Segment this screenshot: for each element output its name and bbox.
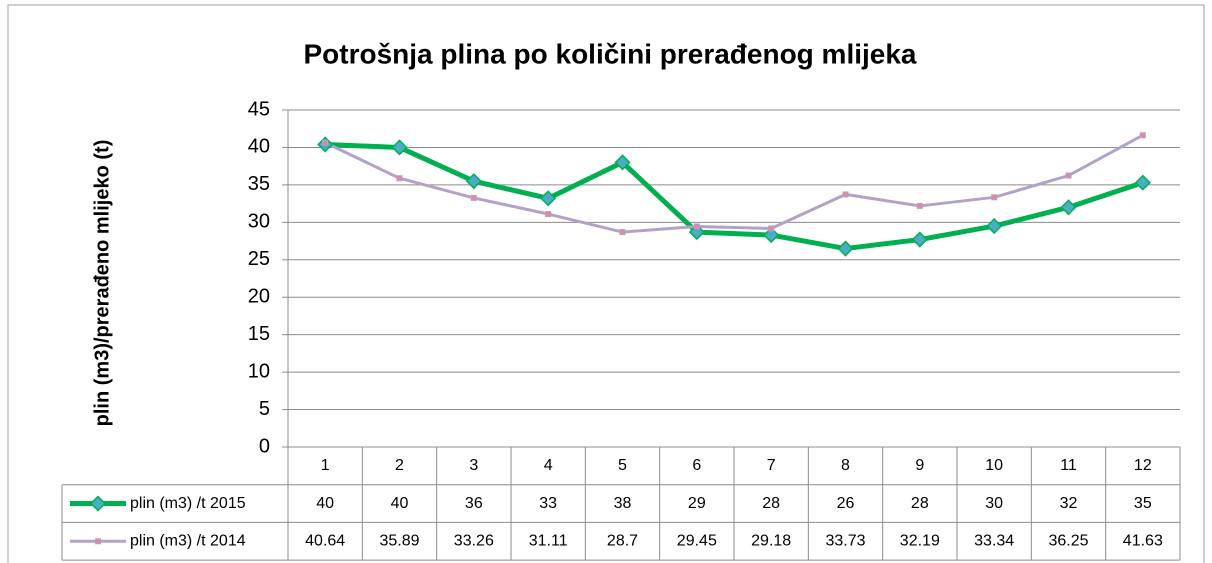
data-point bbox=[1134, 174, 1151, 191]
table-value: 35.89 bbox=[379, 532, 419, 549]
table-value: 30 bbox=[985, 495, 1003, 512]
data-point bbox=[1065, 172, 1072, 179]
data-point bbox=[693, 223, 700, 230]
legend-marker bbox=[95, 538, 101, 545]
table-value: 28 bbox=[762, 495, 780, 512]
x-tick-label: 12 bbox=[1134, 457, 1152, 474]
legend-marker bbox=[89, 495, 107, 512]
x-tick-label: 8 bbox=[841, 457, 850, 474]
data-point bbox=[465, 173, 482, 190]
table-value: 36.25 bbox=[1048, 532, 1088, 549]
y-tick-label: 10 bbox=[248, 360, 270, 382]
x-tick-label: 11 bbox=[1060, 457, 1077, 474]
series-line bbox=[324, 133, 1144, 234]
table-value: 40 bbox=[316, 495, 334, 512]
data-point bbox=[391, 139, 408, 156]
data-point bbox=[1139, 132, 1146, 139]
table-value: 31.11 bbox=[529, 532, 568, 549]
y-tick-label: 5 bbox=[259, 398, 270, 420]
table-value: 36 bbox=[465, 495, 483, 512]
x-tick-label: 3 bbox=[469, 457, 478, 474]
y-tick-label: 25 bbox=[248, 248, 270, 270]
data-point bbox=[688, 224, 705, 241]
table-value: 33.73 bbox=[825, 532, 865, 549]
y-tick-label: 40 bbox=[248, 136, 270, 158]
y-axis-label: plin (m3)/prerađeno mlijeko (t) bbox=[91, 140, 113, 427]
y-tick-label: 30 bbox=[248, 211, 270, 233]
x-tick-label: 9 bbox=[915, 457, 924, 474]
x-tick-label: 7 bbox=[767, 457, 776, 474]
y-tick-label: 35 bbox=[248, 173, 270, 195]
y-tick-label: 20 bbox=[248, 286, 270, 308]
series-line bbox=[325, 141, 1144, 252]
table-value: 28 bbox=[911, 495, 929, 512]
data-point bbox=[842, 191, 849, 198]
x-tick-label: 4 bbox=[544, 457, 553, 474]
x-tick-label: 6 bbox=[692, 457, 701, 474]
data-point bbox=[991, 194, 998, 201]
data-point bbox=[614, 154, 631, 171]
data-point bbox=[540, 190, 557, 207]
table-value: 41.63 bbox=[1123, 532, 1163, 549]
table-value: 33.26 bbox=[454, 532, 494, 549]
y-tick-label: 0 bbox=[259, 435, 270, 457]
data-point bbox=[545, 211, 552, 218]
table-value: 35 bbox=[1134, 495, 1152, 512]
chart-title: Potrošnja plina po količini prerađenog m… bbox=[303, 38, 916, 69]
data-point bbox=[763, 227, 780, 244]
data-point bbox=[470, 194, 477, 201]
table-value: 29 bbox=[688, 495, 706, 512]
chart-border bbox=[7, 4, 1205, 563]
table-value: 33.34 bbox=[974, 532, 1014, 549]
x-tick-label: 2 bbox=[395, 457, 404, 474]
data-point bbox=[916, 202, 923, 209]
y-tick-label: 45 bbox=[248, 98, 270, 120]
data-point bbox=[619, 229, 626, 236]
table-value: 40 bbox=[391, 495, 409, 512]
data-point bbox=[396, 175, 403, 182]
x-tick-label: 5 bbox=[618, 457, 627, 474]
data-point bbox=[986, 218, 1003, 235]
x-tick-label: 1 bbox=[321, 457, 330, 474]
data-point bbox=[322, 139, 329, 146]
data-point bbox=[837, 240, 854, 257]
y-tick-label: 15 bbox=[248, 323, 270, 345]
table-value: 32.19 bbox=[900, 532, 940, 549]
data-point bbox=[911, 231, 928, 248]
table-value: 32 bbox=[1060, 495, 1078, 512]
table-value: 29.45 bbox=[677, 532, 717, 549]
table-value: 33 bbox=[539, 495, 557, 512]
table-value: 28.7 bbox=[607, 532, 638, 549]
x-tick-label: 10 bbox=[985, 457, 1003, 474]
table-value: 40.64 bbox=[305, 532, 345, 549]
table-value: 29.18 bbox=[751, 532, 791, 549]
data-point bbox=[1060, 199, 1077, 216]
legend-label: plin (m3) /t 2014 bbox=[130, 532, 246, 549]
data-point bbox=[768, 225, 775, 232]
table-value: 38 bbox=[614, 495, 632, 512]
table-value: 26 bbox=[837, 495, 855, 512]
legend-label: plin (m3) /t 2015 bbox=[130, 495, 246, 512]
